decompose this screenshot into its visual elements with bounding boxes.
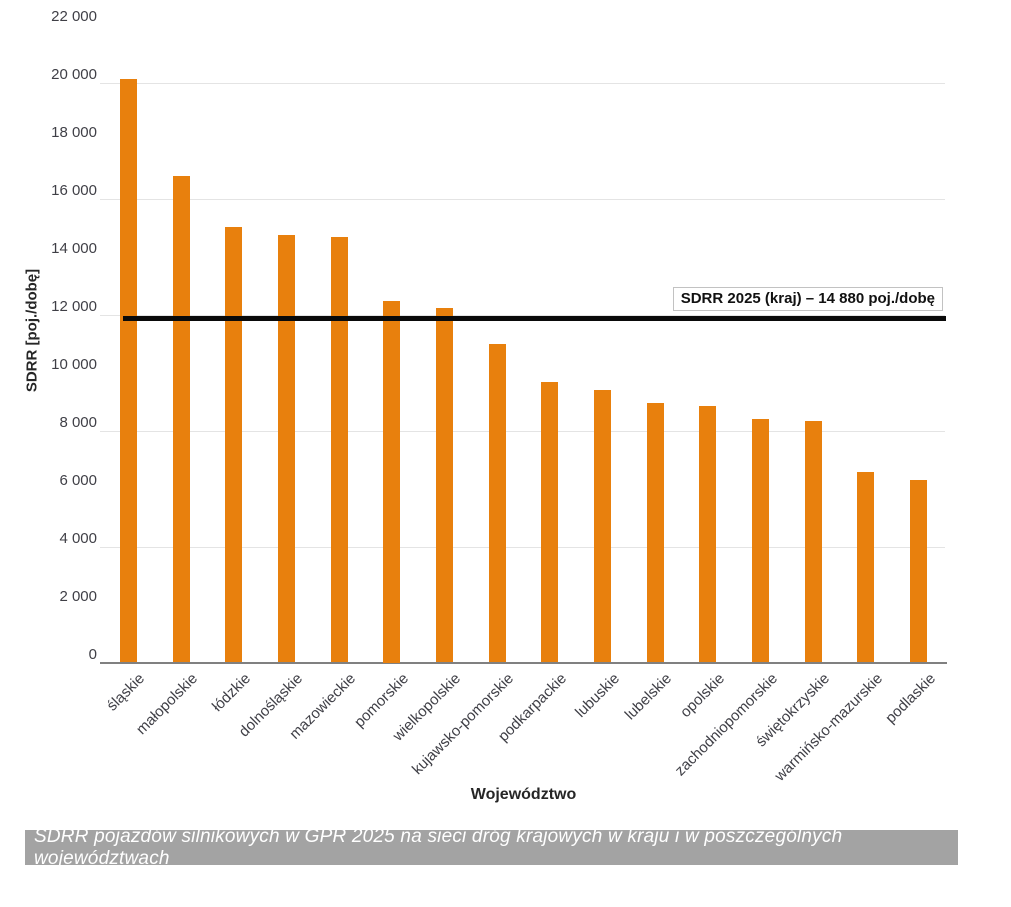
y-axis-tick-label: 10 000 [51,356,97,373]
bar-sląskie [120,79,137,662]
x-axis-title: Województwo [470,786,577,803]
bar-lubelskie [647,403,664,662]
y-axis-tick-label: 6 000 [59,472,97,489]
bar-lodzkie [225,227,242,662]
y-axis-tick-label: 4 000 [59,530,97,547]
bar-mazowieckie [331,237,348,662]
bar-dolnosląskie [278,235,295,662]
y-axis-tick-label: 2 000 [59,588,97,605]
bar-malopolskie [173,176,190,662]
y-axis-tick-label: 16 000 [51,182,97,199]
x-axis-tick-label: lubuskie [572,670,624,721]
x-axis-tick-label: łódzkie [208,670,255,716]
bar-podlaskie [910,480,927,662]
x-axis-line [100,662,947,664]
reference-line-label: SDRR 2025 (kraj) – 14 880 poj./dobę [672,287,943,311]
y-axis-tick-label: 8 000 [59,414,97,431]
y-axis-title: SDRR [poj./dobę] [23,268,41,393]
x-axis-tick-label: śląskie [103,670,149,715]
y-axis-tick-label: 14 000 [51,240,97,257]
y-axis-tick-label: 20 000 [51,66,97,83]
grid-line [100,83,945,84]
grid-line [100,199,945,200]
bar-opolskie [699,406,716,662]
y-axis-tick-label: 22 000 [51,8,97,25]
x-axis-tick-label: warmińsko-mazurskie [771,670,887,785]
x-axis-tick-label: lubelskie [621,670,676,724]
bar-swiętokrzyskie [805,421,822,662]
bar-lubuskie [594,390,611,662]
y-axis-tick-label: 0 [88,646,97,663]
bar-pomorskie [383,301,400,663]
bar-zachodniopomorskie [752,419,769,662]
bar-wielkopolskie [436,308,453,662]
x-axis-tick-label: opolskie [677,670,729,721]
x-axis-tick-label: kujawsko-pomorskie [408,670,518,779]
y-axis-tick-label: 12 000 [51,298,97,315]
grid-line [100,431,945,432]
reference-line [123,316,946,321]
bar-warminsko-mazurskie [857,472,874,662]
x-axis-tick-label: podlaskie [882,670,940,727]
chart-caption: SDRR pojazdów silnikowych w GPR 2025 na … [25,826,958,869]
chart-caption-text: SDRR pojazdów silnikowych w GPR 2025 na … [34,825,843,869]
grid-line [100,547,945,548]
bar-podkarpackie [541,382,558,662]
bar-kujawsko-pomorskie [489,344,506,662]
grid-line [100,315,945,316]
y-axis-tick-label: 18 000 [51,124,97,141]
